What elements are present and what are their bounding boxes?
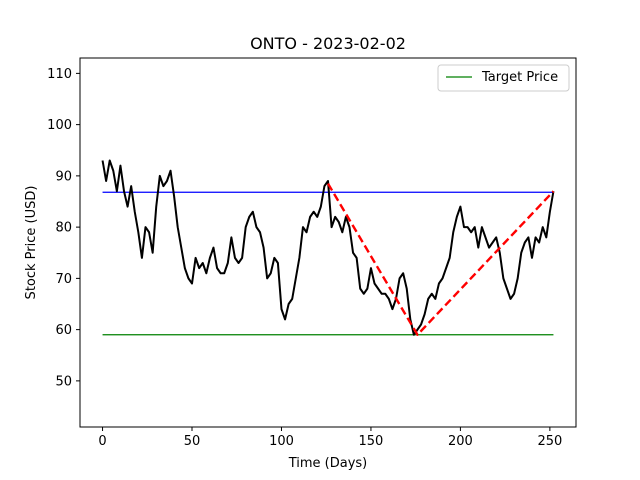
plot-frame: [79, 57, 577, 428]
x-tick-label: 0: [98, 434, 106, 449]
y-axis: 50 60 70 80 90 100 110: [47, 67, 80, 389]
y-tick-label: 80: [55, 221, 72, 236]
x-tick-label: 150: [359, 434, 384, 449]
plot-area: [101, 159, 555, 336]
x-axis-label: Time (Days): [288, 456, 368, 471]
y-axis-label: Stock Price (USD): [24, 186, 39, 300]
y-tick-label: 60: [55, 323, 72, 338]
price-series-line: [101, 159, 555, 336]
y-tick-label: 70: [55, 272, 72, 287]
y-tick-label: 110: [47, 67, 72, 82]
y-tick-label: 100: [47, 118, 72, 133]
y-tick-label: 50: [55, 374, 72, 389]
legend: Target Price: [437, 64, 570, 92]
x-tick-label: 200: [448, 434, 473, 449]
x-tick-label: 100: [269, 434, 294, 449]
pattern-series-line: [326, 182, 555, 336]
chart-title: ONTO - 2023-02-02: [250, 34, 406, 53]
x-axis: 0 50 100 150 200 250: [98, 427, 562, 449]
legend-target-label: Target Price: [481, 70, 558, 85]
y-tick-label: 90: [55, 169, 72, 184]
x-tick-label: 250: [537, 434, 562, 449]
legend-box: [437, 64, 570, 92]
x-tick-label: 50: [184, 434, 201, 449]
